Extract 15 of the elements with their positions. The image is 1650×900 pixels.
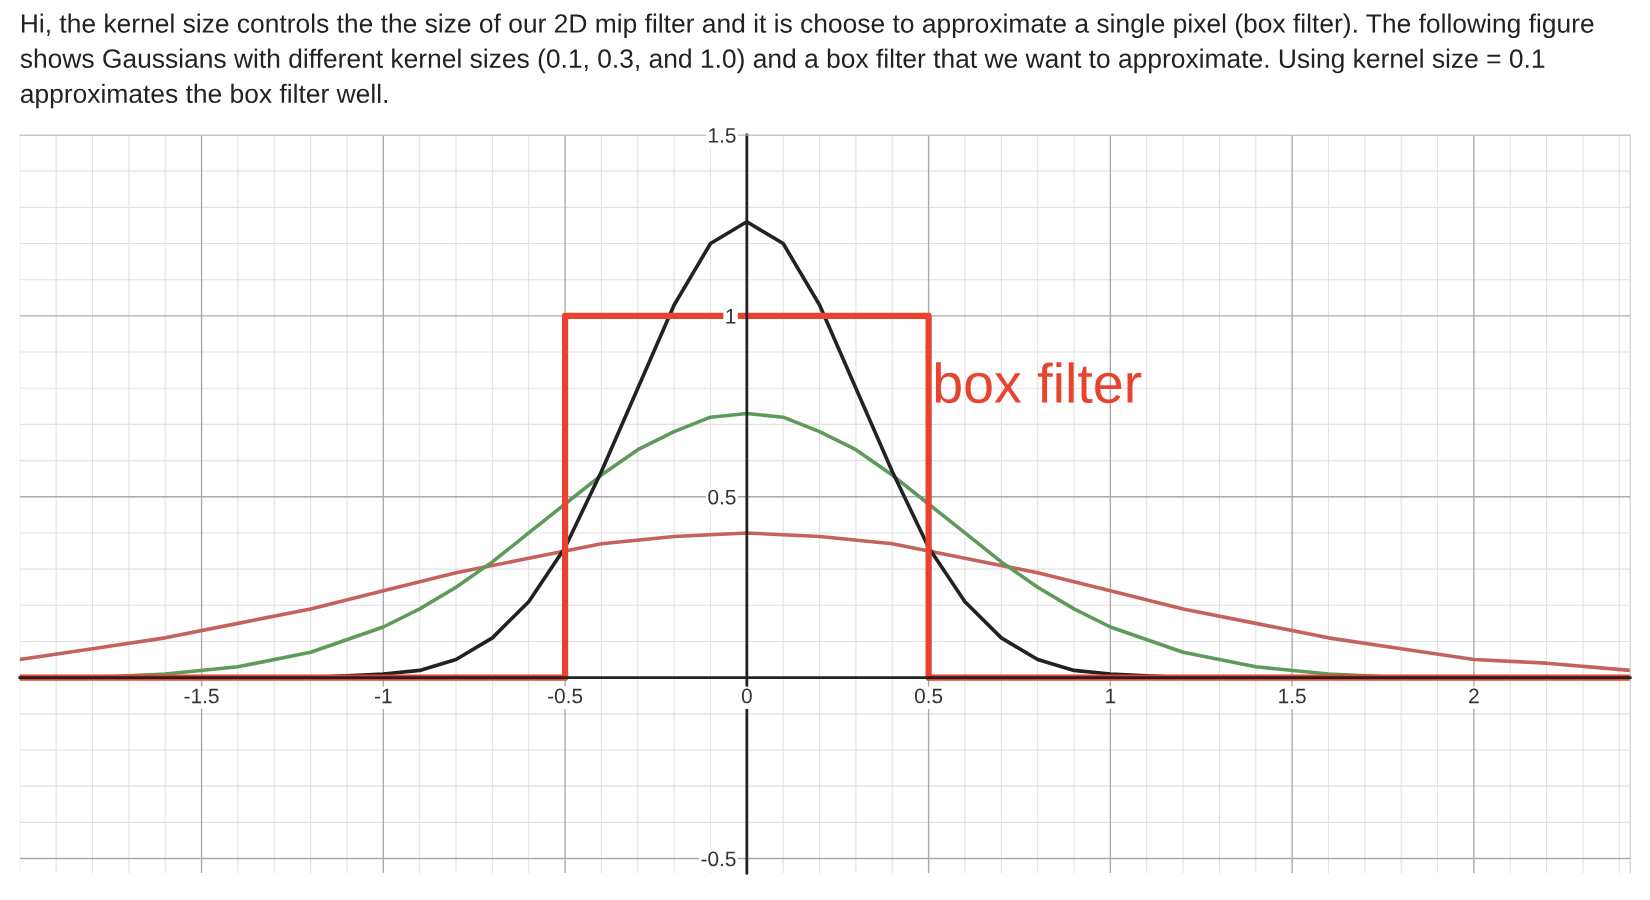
chart-title: Hi, the kernel size controls the the size of our 2D mip filter and it is choose to approximate a single pixel (box filter). The following figure shows Gaussians with different kernel sizes (0.1, 0.3, and 1.0) and a box filter that we want to approximate. Using kernel size = 0.1 approximates the box filter well. — [20, 13, 1594, 109]
x-tick-label: 1 — [1106, 688, 1116, 704]
y-tick-label: 0.5 — [708, 489, 736, 505]
y-tick-label: -0.5 — [701, 851, 736, 867]
annotation: box filter — [935, 362, 1142, 404]
x-tick-label: -1 — [374, 688, 392, 704]
y-tick-label: 1 — [726, 309, 736, 324]
x-tick-label: 0.5 — [914, 688, 943, 704]
x-tick-label: 2 — [1469, 688, 1479, 704]
x-tick-label: -1.5 — [184, 688, 219, 704]
x-tick-label: 1.5 — [1279, 688, 1306, 704]
y-tick-label: 1.5 — [709, 128, 736, 143]
x-tick-label: 0 — [741, 688, 752, 704]
x-tick-label: -0.5 — [548, 688, 583, 704]
line-series — [19, 531, 1631, 673]
